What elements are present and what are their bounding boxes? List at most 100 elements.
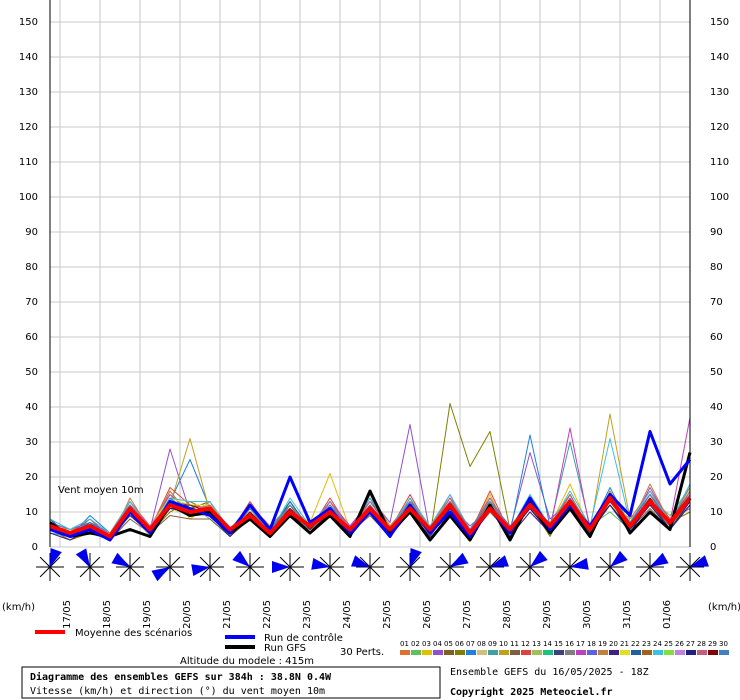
rose-spoke [209,556,221,568]
rose-spoke [169,566,181,578]
rose-spoke [369,556,381,568]
rose-spoke [559,556,571,568]
x-tick-label: 18/05 [102,600,113,629]
y-tick-label: 0 [32,542,38,553]
rose-spoke [449,566,461,578]
rose-spoke [39,556,51,568]
y-tick-label: 120 [19,122,38,133]
x-tick-label: 30/05 [582,600,593,629]
y-tick-label: 10 [25,507,38,518]
y-tick-label-right: 60 [710,332,723,343]
legend-swatch [444,650,454,655]
legend-label: 07 [466,640,475,648]
legend-label: 20 [609,640,618,648]
rose-wedge [410,548,422,567]
legend-label: 08 [477,640,486,648]
wind-rose [232,550,264,581]
legend-swatch [411,650,421,655]
legend-label: Moyenne des scénarios [75,627,192,639]
rose-spoke [679,566,691,578]
legend-label: 11 [510,640,519,648]
y-tick-label-right: 80 [710,262,723,273]
y-tick-label: 20 [25,472,38,483]
legend-label: 23 [642,640,651,648]
rose-wedge [111,552,130,567]
legend-label: 10 [499,640,508,648]
rose-spoke [359,566,371,578]
rose-spoke [689,566,701,578]
rose-wedge [351,555,370,567]
legend-label: 06 [455,640,464,648]
rose-spoke [89,566,101,578]
rose-spoke [689,556,701,568]
rose-spoke [639,566,651,578]
wind-rose [75,548,104,581]
wind-rose [636,552,669,581]
rose-spoke [159,556,171,568]
y-axis-label: (km/h) [2,602,35,613]
wind-rose [111,552,144,581]
legend-swatch [455,650,465,655]
y-tick-label: 60 [25,332,38,343]
rose-wedge [450,552,469,567]
rose-spoke [559,566,571,578]
y-tick-label: 90 [25,227,38,238]
wind-rose [311,553,344,581]
legend-swatch [598,650,608,655]
rose-spoke [79,566,91,578]
rose-spoke [119,566,131,578]
legend-label: 05 [444,640,453,648]
x-tick-label: 26/05 [422,600,433,629]
legend-swatch [532,650,542,655]
main-line [49,452,692,542]
legend-label: 28 [697,640,706,648]
x-tick-label: 31/05 [622,600,633,629]
legend-swatch [576,650,586,655]
rose-spoke [369,566,381,578]
legend-swatch [620,650,630,655]
rose-wedge [232,550,250,567]
legend-label: 25 [664,640,673,648]
rose-spoke [409,566,421,578]
legend-label: 22 [631,640,640,648]
x-tick-label: 17/05 [62,600,73,629]
rose-spoke [319,566,331,578]
y-axis-label-right: (km/h) [708,602,740,613]
legend-swatch [631,650,641,655]
rose-spoke [519,566,531,578]
legend-swatch [565,650,575,655]
rose-spoke [409,556,421,568]
legend-label: 01 [400,640,409,648]
x-tick-label: 01/06 [662,600,673,629]
legend-label: 17 [576,640,585,648]
x-tick-label: 28/05 [502,600,513,629]
legend-swatch [433,650,443,655]
rose-wedge [75,548,90,567]
legend-swatch [642,650,652,655]
y-tick-label-right: 70 [710,297,723,308]
legend-label: 12 [521,640,530,648]
rose-spoke [679,556,691,568]
rose-spoke [359,556,371,568]
wind-rose [676,553,709,581]
x-tick-label: 25/05 [382,600,393,629]
subtitle: Vitesse (km/h) et direction (°) du vent … [30,686,325,697]
y-tick-label: 140 [19,52,38,63]
legend-label: 04 [433,640,442,648]
rose-spoke [319,556,331,568]
rose-spoke [649,566,661,578]
legend-swatch [609,650,619,655]
rose-spoke [39,566,51,578]
legend-label: Run GFS [264,643,306,654]
legend-label: 27 [686,640,695,648]
y-tick-label-right: 110 [710,157,729,168]
rose-spoke [519,556,531,568]
rose-wedge [570,557,589,570]
y-tick-label-right: 50 [710,367,723,378]
y-tick-label-right: 90 [710,227,723,238]
y-tick-label-right: 140 [710,52,729,63]
legend-label: 16 [565,640,574,648]
rose-spoke [599,566,611,578]
rose-spoke [289,566,301,578]
